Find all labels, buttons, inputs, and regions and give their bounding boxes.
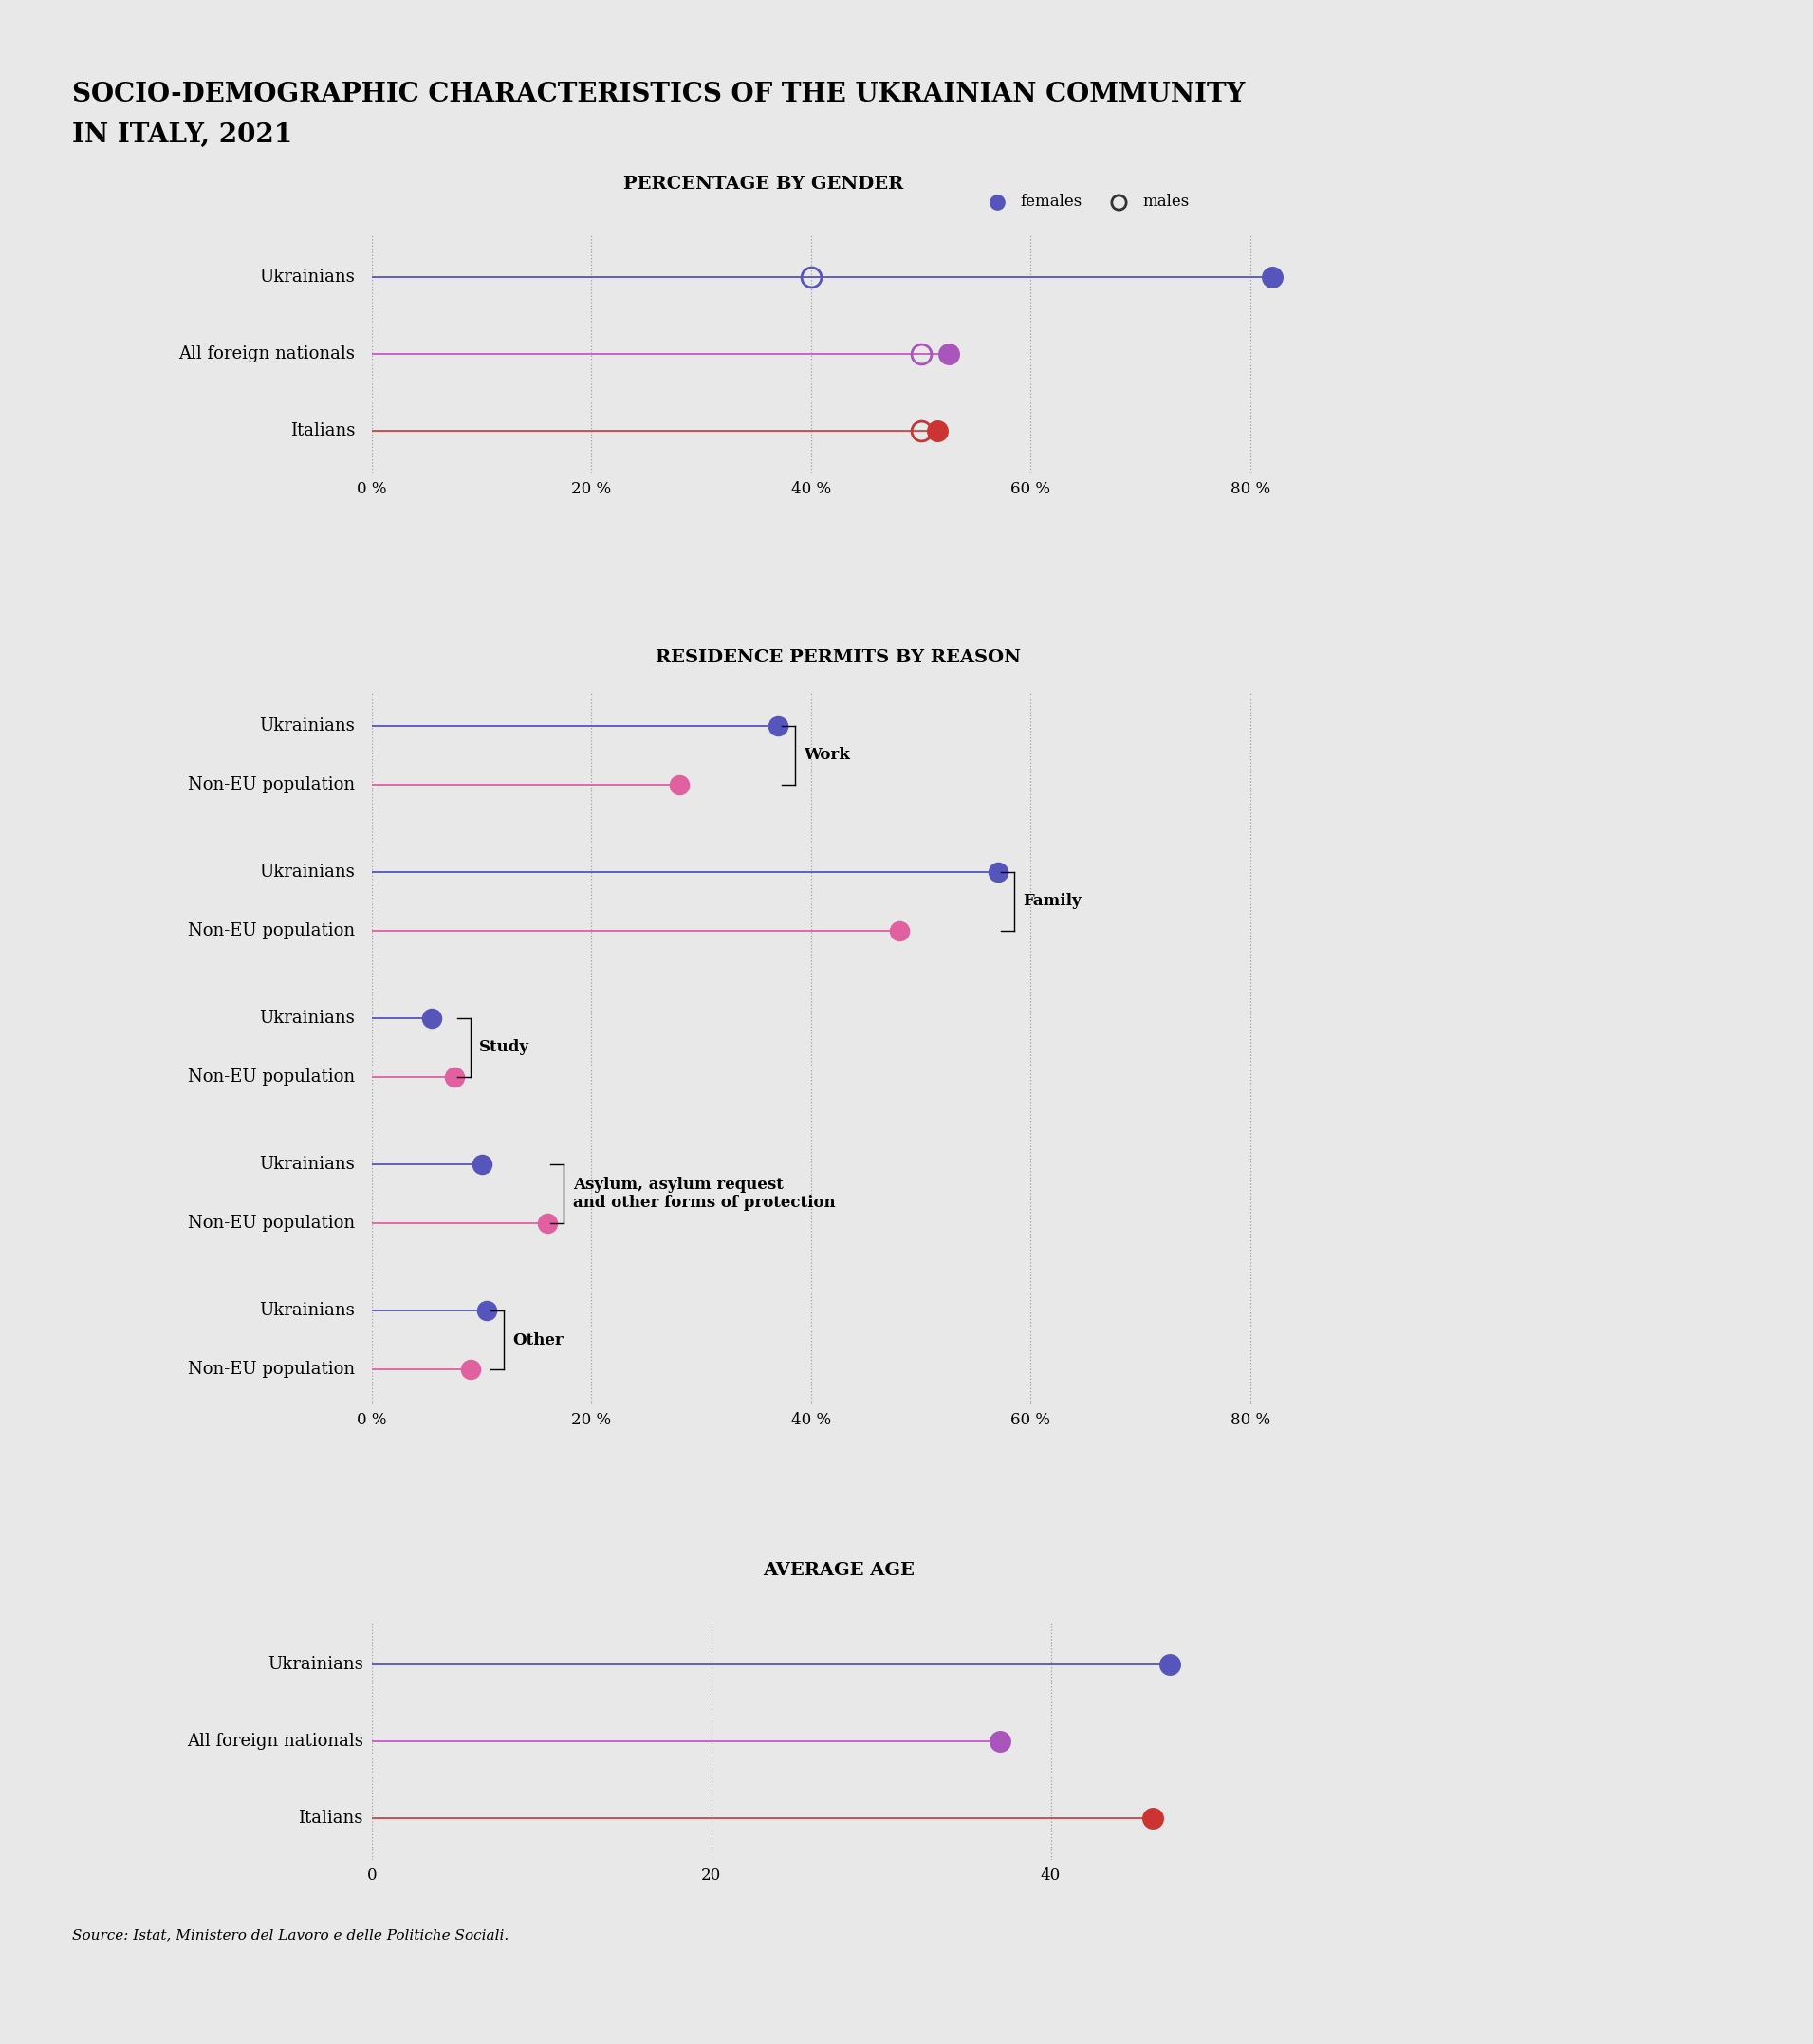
Text: Ukrainians: Ukrainians: [259, 268, 355, 286]
Text: Asylum, asylum request
and other forms of protection: Asylum, asylum request and other forms o…: [573, 1177, 836, 1212]
Text: Non-EU population: Non-EU population: [189, 1214, 355, 1233]
Text: Ukrainians: Ukrainians: [259, 1302, 355, 1318]
Text: Source: Istat, Ministero del Lavoro e delle Politiche Sociali.: Source: Istat, Ministero del Lavoro e de…: [73, 1930, 509, 1942]
Text: Ukrainians: Ukrainians: [268, 1656, 363, 1672]
Text: Italians: Italians: [290, 423, 355, 439]
Text: Ukrainians: Ukrainians: [259, 863, 355, 881]
Text: Ukrainians: Ukrainians: [259, 1157, 355, 1173]
Text: Non-EU population: Non-EU population: [189, 1069, 355, 1085]
Text: Other: Other: [513, 1333, 564, 1347]
Text: Non-EU population: Non-EU population: [189, 922, 355, 938]
Text: Non-EU population: Non-EU population: [189, 777, 355, 793]
Text: IN ITALY, 2021: IN ITALY, 2021: [73, 123, 292, 149]
Text: Ukrainians: Ukrainians: [259, 1010, 355, 1026]
Text: Non-EU population: Non-EU population: [189, 1361, 355, 1378]
Text: AVERAGE AGE: AVERAGE AGE: [763, 1562, 914, 1580]
Text: Ukrainians: Ukrainians: [259, 717, 355, 734]
Text: All foreign nationals: All foreign nationals: [179, 345, 355, 362]
Text: All foreign nationals: All foreign nationals: [187, 1733, 363, 1750]
Text: males: males: [1142, 194, 1189, 211]
Text: Study: Study: [479, 1040, 529, 1055]
Text: RESIDENCE PERMITS BY REASON: RESIDENCE PERMITS BY REASON: [656, 648, 1021, 666]
Text: Family: Family: [1023, 893, 1082, 910]
Text: females: females: [1021, 194, 1082, 211]
Text: Italians: Italians: [299, 1809, 363, 1827]
Text: Work: Work: [803, 748, 850, 762]
Text: SOCIO-DEMOGRAPHIC CHARACTERISTICS OF THE UKRAINIAN COMMUNITY: SOCIO-DEMOGRAPHIC CHARACTERISTICS OF THE…: [73, 82, 1246, 108]
Text: PERCENTAGE BY GENDER: PERCENTAGE BY GENDER: [624, 176, 905, 192]
